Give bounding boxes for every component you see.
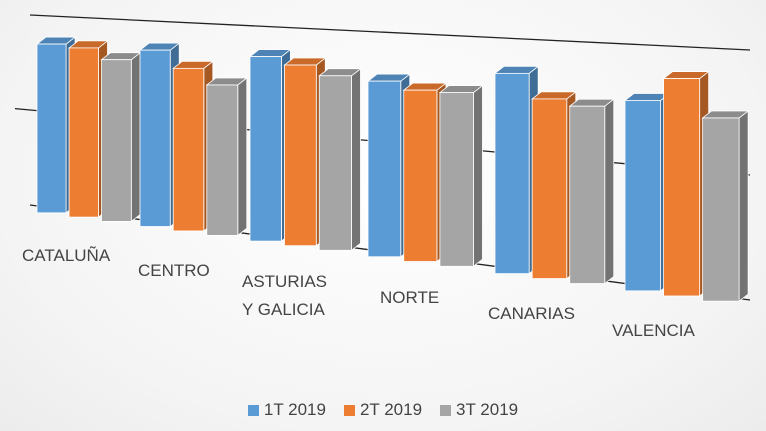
bar	[205, 77, 248, 237]
x-tick-label: VALENCIA	[612, 321, 695, 340]
bar-front	[206, 84, 239, 236]
legend-swatch	[247, 404, 259, 416]
bar-side	[130, 51, 141, 223]
bar-front	[439, 92, 474, 267]
bar-front	[68, 47, 99, 218]
bar-front	[139, 49, 171, 227]
bar	[493, 65, 540, 275]
bar-front	[172, 67, 205, 232]
bar	[172, 60, 214, 232]
bar-front	[569, 105, 606, 284]
bar-front	[318, 75, 352, 251]
grid-line	[29, 14, 751, 51]
bar-front	[494, 72, 530, 275]
bar	[568, 98, 615, 285]
bar	[100, 51, 142, 223]
bar-front	[702, 117, 740, 302]
legend: 1T 2019 2T 2019 3T 2019	[0, 400, 766, 420]
legend-swatch	[440, 404, 452, 416]
legend-item: 1T 2019	[247, 400, 326, 420]
legend-item: 2T 2019	[343, 400, 423, 420]
bar-front	[531, 98, 568, 279]
bar	[438, 84, 484, 268]
x-tick-label: NORTE	[380, 288, 440, 307]
bar-front	[101, 59, 132, 222]
bar	[531, 91, 577, 280]
x-tick-label: CANARIAS	[488, 304, 575, 323]
legend-label: 3T 2019	[456, 400, 519, 419]
bar	[623, 92, 671, 292]
bar	[701, 110, 750, 302]
bar-side	[473, 84, 483, 268]
legend-item: 3T 2019	[440, 400, 518, 420]
bar-side	[237, 77, 248, 237]
bar-front	[284, 64, 317, 247]
x-tick-label: ASTURIAS Y GALICIA	[242, 272, 328, 319]
x-tick-label: CATALUÑA	[22, 246, 111, 265]
x-tick-label: CENTRO	[138, 261, 210, 280]
legend-label: 2T 2019	[359, 400, 423, 419]
bar	[662, 70, 710, 297]
legend-label: 1T 2019	[263, 400, 326, 419]
bar-side	[604, 98, 615, 285]
bar-side	[738, 110, 749, 302]
bar-front	[367, 80, 402, 258]
bar-front	[624, 100, 662, 292]
legend-swatch	[343, 404, 355, 416]
bar-side	[351, 67, 361, 252]
bar-front	[663, 78, 701, 297]
bar-front	[403, 89, 438, 262]
bar	[318, 67, 362, 252]
bar-front	[36, 43, 67, 214]
bar-front	[249, 56, 282, 242]
